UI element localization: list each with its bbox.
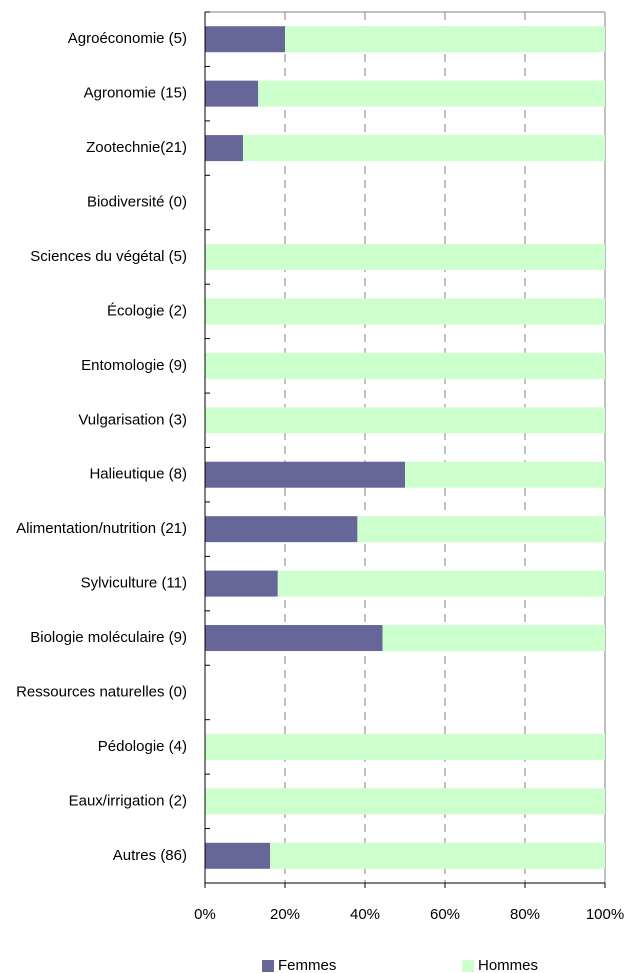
bar [243, 135, 605, 162]
bar [205, 570, 278, 597]
x-tick-label: 80% [510, 906, 540, 923]
category-label: Agronomie (15) [84, 85, 187, 102]
category-label: Halieutique (8) [89, 466, 187, 483]
bar [205, 788, 605, 815]
category-label: Sylviculture (11) [81, 575, 187, 592]
x-tick-label: 100% [586, 906, 624, 923]
category-label: Ressources naturelles (0) [16, 683, 187, 700]
category-label: Vulgarisation (3) [78, 411, 187, 428]
category-label: Agroéconomie (5) [68, 30, 187, 47]
category-label: Entomologie (9) [81, 357, 187, 374]
bar [205, 135, 243, 162]
bar [205, 352, 605, 379]
x-tick-label: 40% [350, 906, 380, 923]
category-label: Biologie moléculaire (9) [30, 629, 187, 646]
bar [205, 733, 605, 760]
category-label: Pédologie (4) [98, 738, 187, 755]
x-tick-label: 60% [430, 906, 460, 923]
x-tick-label: 0% [194, 906, 216, 923]
category-label: Zootechnie(21) [86, 139, 187, 156]
bar [357, 516, 605, 543]
legend-label: Femmes [278, 957, 336, 973]
bar [205, 625, 383, 652]
bar [405, 461, 605, 488]
bar [205, 243, 605, 270]
category-label: Autres (86) [113, 847, 187, 864]
bar [205, 26, 285, 53]
x-tick-label: 20% [270, 906, 300, 923]
bar [258, 80, 605, 107]
category-label: Alimentation/nutrition (21) [16, 520, 187, 537]
bar [205, 298, 605, 325]
category-label: Sciences du végétal (5) [30, 248, 187, 265]
bar [270, 842, 605, 869]
bar [285, 26, 605, 53]
bar [205, 461, 405, 488]
category-label: Eaux/irrigation (2) [69, 792, 187, 809]
bar [205, 80, 259, 107]
bar [205, 842, 271, 869]
bar [205, 407, 605, 434]
legend-label: Hommes [478, 957, 538, 973]
legend-swatch [462, 960, 474, 972]
category-label: Biodiversité (0) [87, 194, 187, 211]
bar [205, 516, 358, 543]
bar [277, 570, 605, 597]
bar [382, 625, 605, 652]
category-label: Écologie (2) [107, 302, 187, 319]
legend-swatch [262, 960, 274, 972]
